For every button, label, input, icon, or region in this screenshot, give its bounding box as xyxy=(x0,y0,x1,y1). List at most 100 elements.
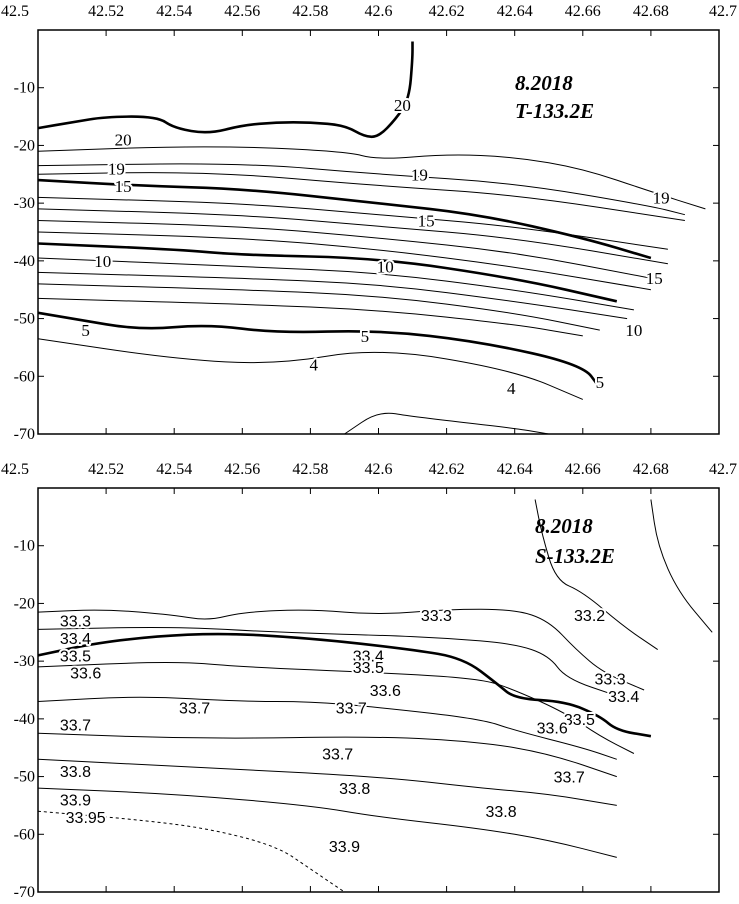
salinity-y-tick-label: -40 xyxy=(14,711,35,728)
temperature-contour-9 xyxy=(37,257,634,311)
temperature-contour-label: 5 xyxy=(361,327,370,346)
salinity-contour-label: 33.3 xyxy=(60,614,91,631)
temperature-contour-label: 15 xyxy=(418,211,435,230)
temperature-contour-18 xyxy=(37,172,685,221)
salinity-x-tick-label: 42.54 xyxy=(156,461,192,478)
temperature-y-tick-label: -50 xyxy=(14,311,35,328)
temperature-annotation-date: 8.2018 xyxy=(515,71,573,95)
salinity-contour-label: 33.4 xyxy=(353,648,384,665)
salinity-y-ticks: -10 -20 -30 -40 -50 -60 -70 xyxy=(14,538,719,901)
temperature-x-tick-label: 42.6 xyxy=(365,3,393,20)
salinity-contour-label: 33.3 xyxy=(594,671,625,688)
temperature-x-tick-label: 42.62 xyxy=(429,3,465,20)
temperature-contour-14 xyxy=(37,196,668,250)
salinity-y-tick-label: -60 xyxy=(14,826,35,843)
salinity-x-tick-label: 42.58 xyxy=(292,461,328,478)
salinity-contour-label: 33.6 xyxy=(70,666,101,683)
temperature-x-tick-label: 42.68 xyxy=(633,3,669,20)
temperature-y-ticks: -10 -20 -30 -40 -50 -60 -70 xyxy=(14,80,719,443)
salinity-contour-label: 33.9 xyxy=(60,793,91,810)
temperature-contour-label: 4 xyxy=(310,356,319,375)
salinity-panel: 42.5 42.52 42.54 42.56 42.58 42.6 42.62 42.64 42… xyxy=(1,461,737,901)
temperature-contour-label: 5 xyxy=(81,321,90,340)
temperature-y-tick-label: -60 xyxy=(14,368,35,385)
salinity-contour-33-5 xyxy=(37,632,652,738)
temperature-contour-label: 10 xyxy=(625,321,642,340)
salinity-contours xyxy=(37,499,713,893)
temperature-contour-10 xyxy=(37,242,618,303)
temperature-contour-label: 15 xyxy=(115,177,132,196)
temperature-contour-label: 10 xyxy=(94,252,111,271)
temperature-x-tick-label: 42.58 xyxy=(292,3,328,20)
temperature-contour-13 xyxy=(37,208,668,265)
salinity-contour-33-9 xyxy=(37,787,617,858)
salinity-contour-33-7 xyxy=(37,732,617,778)
temperature-x-ticks: 42.5 42.52 42.54 42.56 42.58 42.6 42.62 42.64 42… xyxy=(1,3,737,434)
salinity-contour-label: 33.8 xyxy=(60,764,91,781)
temperature-contour-3 xyxy=(344,412,549,435)
temperature-x-tick-label: 42.66 xyxy=(565,3,601,20)
temperature-y-tick-label: -40 xyxy=(14,253,35,270)
salinity-y-tick-label: -10 xyxy=(14,538,35,555)
temperature-y-tick-label: -10 xyxy=(14,80,35,97)
temperature-x-tick-label: 42.56 xyxy=(224,3,260,20)
temperature-contour-6 xyxy=(37,297,583,337)
salinity-x-tick-label: 42.52 xyxy=(88,461,124,478)
temperature-contour-label: 19 xyxy=(653,188,670,207)
temperature-contour-8 xyxy=(37,271,628,320)
salinity-annotation-section: S-133.2E xyxy=(535,544,615,568)
temperature-contour-19 xyxy=(37,146,706,210)
salinity-x-tick-label: 42.5 xyxy=(1,461,29,478)
salinity-contour-33-8 xyxy=(37,758,617,806)
salinity-x-tick-label: 42.6 xyxy=(365,461,393,478)
temperature-contour-label: 20 xyxy=(115,131,132,150)
temperature-contour-label: 4 xyxy=(507,379,516,398)
salinity-contour-33-4 xyxy=(37,626,617,697)
salinity-contour-33-2 xyxy=(650,499,713,633)
salinity-contour-33-3 xyxy=(37,608,645,691)
salinity-x-ticks: 42.5 42.52 42.54 42.56 42.58 42.6 42.62 42.64 42… xyxy=(1,461,737,892)
salinity-contour-label: 33.7 xyxy=(179,700,210,717)
temperature-contour-12 xyxy=(37,220,651,279)
salinity-contour-label: 33.7 xyxy=(336,700,367,717)
temperature-contour-20 xyxy=(37,41,414,139)
salinity-contour-label: 33.4 xyxy=(608,689,639,706)
temperature-contour-4 xyxy=(37,338,583,400)
temperature-plot-frame xyxy=(37,29,720,435)
salinity-contour-label: 33.7 xyxy=(554,770,585,787)
salinity-y-tick-label: -70 xyxy=(14,884,35,901)
salinity-contour-label: 33.5 xyxy=(564,712,595,729)
temperature-contours xyxy=(37,41,706,435)
salinity-contour-33-95 xyxy=(37,810,345,893)
salinity-contour-label: 33.3 xyxy=(421,608,452,625)
salinity-x-tick-label: 42.64 xyxy=(497,461,533,478)
temperature-contour-7 xyxy=(37,283,600,331)
salinity-contour-33-7 xyxy=(37,696,617,760)
temperature-y-tick-label: -20 xyxy=(14,137,35,154)
salinity-contour-label: 33.8 xyxy=(486,804,517,821)
salinity-contour-labels: 33.333.433.533.633.733.733.833.933.9533.… xyxy=(58,606,641,858)
temperature-contour-label: 19 xyxy=(108,160,125,179)
temperature-contour-15 xyxy=(37,178,652,260)
temperature-y-tick-label: -70 xyxy=(14,426,35,443)
temperature-x-tick-label: 42.54 xyxy=(156,3,192,20)
salinity-x-tick-label: 42.68 xyxy=(633,461,669,478)
temperature-contour-label: 15 xyxy=(646,269,663,288)
temperature-x-tick-label: 42.64 xyxy=(497,3,533,20)
temperature-contour-label: 20 xyxy=(394,96,411,115)
salinity-annotation-date: 8.2018 xyxy=(535,514,593,538)
salinity-x-tick-label: 42.7 xyxy=(709,461,737,478)
salinity-contour-label: 33.5 xyxy=(353,660,384,677)
temperature-y-tick-label: -30 xyxy=(14,195,35,212)
salinity-contour-label: 33.9 xyxy=(329,839,360,856)
salinity-contour-label: 33.5 xyxy=(60,648,91,665)
temperature-contour-label: 10 xyxy=(377,258,394,277)
salinity-contour-label: 33.8 xyxy=(339,781,370,798)
salinity-contour-label: 33.4 xyxy=(60,631,91,648)
salinity-contour-33-6 xyxy=(37,662,635,754)
temperature-x-tick-label: 42.52 xyxy=(88,3,124,20)
salinity-y-tick-label: -20 xyxy=(14,595,35,612)
salinity-contour-label: 33.6 xyxy=(370,683,401,700)
